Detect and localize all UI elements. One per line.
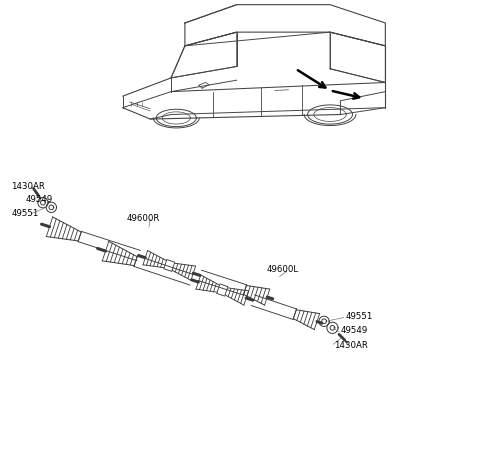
Text: 49600R: 49600R: [127, 214, 160, 223]
Text: 49600L: 49600L: [266, 265, 298, 274]
Text: 1430AR: 1430AR: [11, 182, 45, 191]
Text: 49551: 49551: [11, 209, 38, 218]
Text: 49551: 49551: [345, 311, 372, 321]
Text: 49549: 49549: [340, 326, 368, 335]
Text: 1430AR: 1430AR: [335, 341, 368, 350]
Text: 49549: 49549: [25, 195, 52, 204]
